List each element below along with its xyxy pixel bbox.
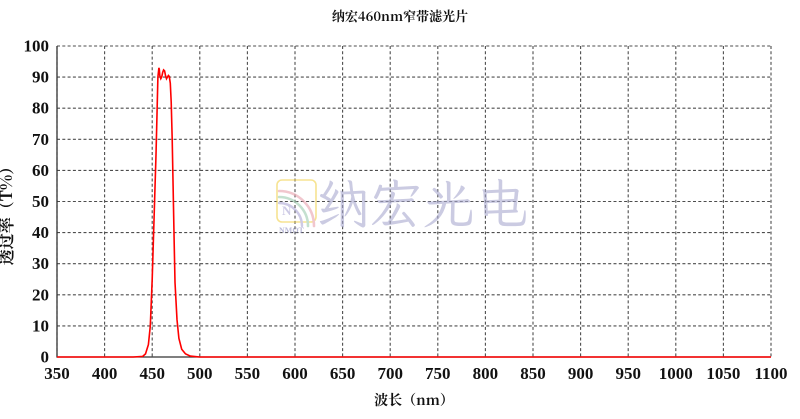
svg-text:纳宏光电: 纳宏光电 <box>316 168 528 239</box>
svg-text:透过率（T%）: 透过率（T%） <box>0 159 17 266</box>
svg-text:550: 550 <box>235 364 261 383</box>
svg-text:950: 950 <box>615 364 641 383</box>
svg-text:NMOT: NMOT <box>279 226 305 235</box>
svg-text:60: 60 <box>32 161 49 180</box>
svg-text:90: 90 <box>32 68 49 87</box>
svg-text:40: 40 <box>32 223 49 242</box>
svg-text:50: 50 <box>32 192 49 211</box>
svg-text:850: 850 <box>520 364 546 383</box>
svg-text:纳宏460nm窄带滤光片: 纳宏460nm窄带滤光片 <box>332 6 468 25</box>
svg-text:1100: 1100 <box>754 364 787 383</box>
svg-text:450: 450 <box>139 364 165 383</box>
svg-text:600: 600 <box>282 364 308 383</box>
svg-text:1000: 1000 <box>659 364 693 383</box>
svg-text:800: 800 <box>473 364 499 383</box>
svg-text:700: 700 <box>377 364 403 383</box>
svg-text:波长（nm）: 波长（nm） <box>374 390 454 410</box>
svg-text:500: 500 <box>187 364 213 383</box>
svg-text:350: 350 <box>44 364 70 383</box>
svg-text:30: 30 <box>32 254 49 273</box>
svg-text:20: 20 <box>32 285 49 304</box>
svg-text:100: 100 <box>24 37 50 56</box>
svg-text:400: 400 <box>92 364 118 383</box>
svg-text:N: N <box>282 203 292 218</box>
svg-text:900: 900 <box>568 364 594 383</box>
svg-text:0: 0 <box>41 348 50 367</box>
svg-text:70: 70 <box>32 130 49 149</box>
svg-text:80: 80 <box>32 99 49 118</box>
svg-text:650: 650 <box>330 364 356 383</box>
svg-text:750: 750 <box>425 364 451 383</box>
svg-text:1050: 1050 <box>706 364 740 383</box>
svg-text:10: 10 <box>32 316 49 335</box>
